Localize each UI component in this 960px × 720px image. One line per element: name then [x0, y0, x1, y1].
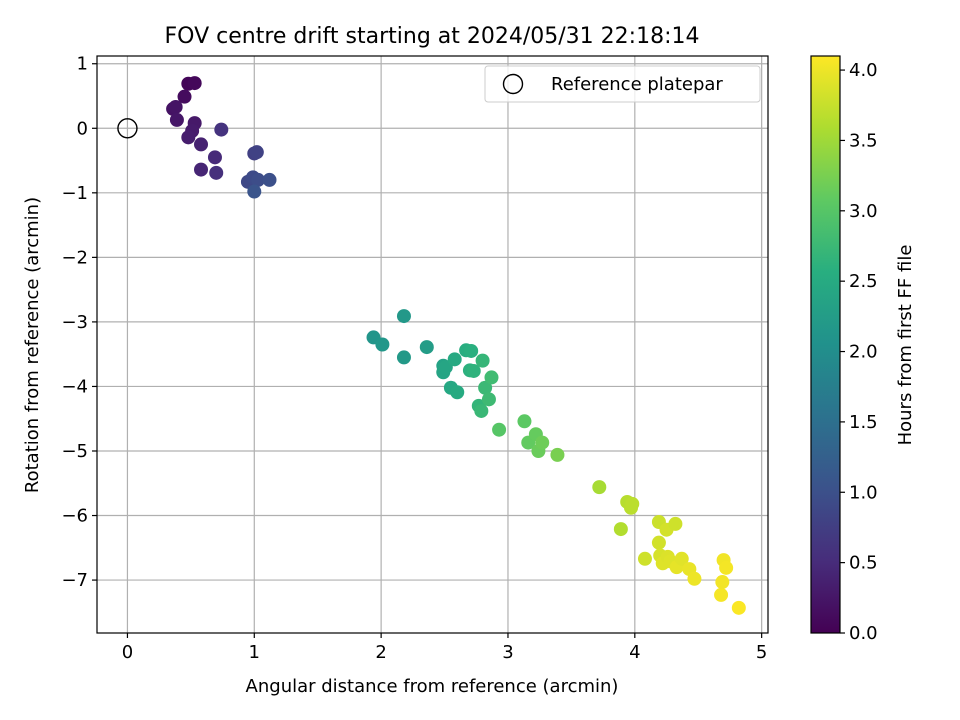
scatter-point [209, 165, 224, 180]
scatter-point [481, 392, 496, 407]
legend-reference-marker [502, 73, 524, 95]
gridlines [97, 56, 768, 633]
scatter-point [194, 137, 209, 152]
colorbar-tick-label: 1.0 [849, 482, 878, 503]
scatter-point [715, 575, 730, 590]
scatter-point [450, 385, 465, 400]
scatter-point [592, 480, 607, 495]
colorbar-ticks: 0.0 0.5 1.0 1.5 2.0 2.5 3.0 3.5 4.0 [840, 60, 878, 644]
x-tick-label: 5 [756, 642, 767, 663]
scatter-point [478, 380, 493, 395]
scatter-point [714, 587, 729, 602]
scatter-point [251, 172, 266, 187]
scatter-point [214, 122, 229, 137]
colorbar-tick-label: 4.0 [849, 60, 878, 81]
scatter-point [550, 447, 565, 462]
plot-frame [96, 55, 769, 634]
scatter-point [492, 422, 507, 437]
reference-platepar-marker [117, 118, 138, 139]
colorbar-tick-label: 3.0 [849, 201, 878, 222]
scatter-point [447, 352, 462, 367]
scatter-point [674, 551, 689, 566]
scatter-point [396, 350, 411, 365]
legend-label: Reference platepar [551, 74, 723, 95]
chart-title: FOV centre drift starting at 2024/05/31 … [165, 24, 700, 49]
x-tick-label: 2 [375, 642, 386, 663]
scatter-point [396, 309, 411, 324]
colorbar-label: Hours from first FF file [895, 245, 916, 446]
scatter-point [464, 343, 479, 358]
scatter-point [375, 337, 390, 352]
scatter-point [181, 130, 196, 145]
colorbar-tick-label: 0.5 [849, 553, 878, 574]
scatter-point [613, 522, 628, 537]
y-tick-label: −3 [61, 312, 88, 333]
colorbar: 0.0 0.5 1.0 1.5 2.0 2.5 3.0 3.5 4.0 Hours from f… [810, 55, 916, 644]
scatter-point [187, 76, 202, 91]
y-tick-label: −1 [61, 183, 88, 204]
scatter-point [625, 496, 640, 511]
legend: Reference platepar [484, 65, 761, 103]
colorbar-tick-label: 1.5 [849, 412, 878, 433]
data-points [117, 76, 746, 615]
x-tick-label: 0 [122, 642, 133, 663]
scatter-point [169, 112, 184, 127]
scatter-point [651, 535, 666, 550]
colorbar-tick-label: 3.5 [849, 130, 878, 151]
colorbar-tick-label: 2.0 [849, 342, 878, 363]
y-axis-ticks: 1 0 −1 −2 −3 −4 −5 −6 −7 [61, 54, 97, 591]
y-axis-label: Rotation from reference (arcmin) [22, 197, 43, 493]
y-tick-label: 0 [77, 118, 88, 139]
colorbar-tick-label: 2.5 [849, 271, 878, 292]
colorbar-tick-label: 0.0 [849, 623, 878, 644]
x-tick-label: 4 [629, 642, 640, 663]
scatter-point [168, 99, 183, 114]
scatter-point [719, 560, 734, 575]
scatter-point [475, 353, 490, 368]
scatter-point [637, 551, 652, 566]
y-tick-label: −5 [61, 441, 88, 462]
scatter-point [535, 435, 550, 450]
scatter-point [207, 150, 222, 165]
scatter-point [517, 414, 532, 429]
y-tick-label: −4 [61, 376, 88, 397]
scatter-point [474, 403, 489, 418]
scatter-point [177, 89, 192, 104]
scatter-point [247, 184, 262, 199]
x-axis-label: Angular distance from reference (arcmin) [246, 676, 619, 697]
scatter-point [249, 145, 264, 160]
legend-box [484, 65, 761, 103]
y-tick-label: −6 [61, 506, 88, 527]
y-tick-label: −2 [61, 247, 88, 268]
x-tick-label: 1 [249, 642, 260, 663]
x-tick-label: 3 [502, 642, 513, 663]
colorbar-gradient [810, 55, 841, 634]
scatter-point [194, 162, 209, 177]
x-axis-ticks: 0 1 2 3 4 5 [122, 633, 767, 663]
scatter-point [731, 600, 746, 615]
scatter-point [687, 571, 702, 586]
y-tick-label: 1 [77, 54, 88, 75]
y-tick-label: −7 [61, 570, 88, 591]
scatter-point [668, 516, 683, 531]
scatter-point [419, 340, 434, 355]
scatter-point [466, 363, 481, 378]
scatter-point [262, 172, 277, 187]
scatter-point [484, 370, 499, 385]
